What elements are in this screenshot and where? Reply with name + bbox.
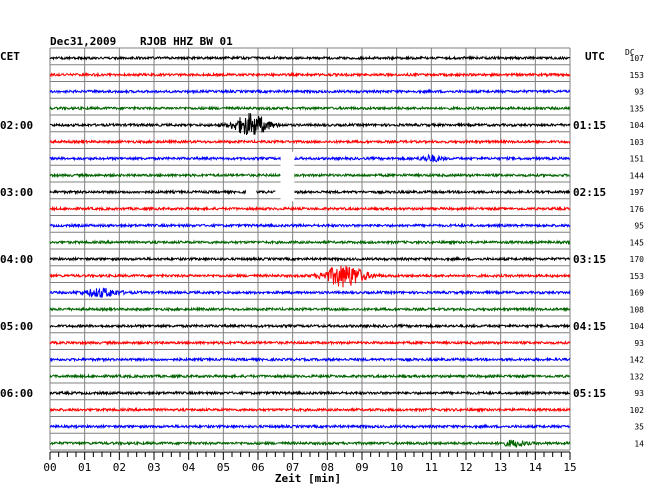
dc-offset-value: 14: [634, 439, 644, 448]
seismic-trace: [49, 71, 571, 78]
dc-offset-value: 145: [630, 238, 645, 247]
dc-offset-labels: 107 153 93 135 104 103 151 144 197 176 95 145 170 153…: [630, 54, 645, 448]
seismic-trace: [49, 205, 571, 212]
dc-offset-value: 151: [630, 155, 645, 164]
right-time-label: 03:15: [573, 253, 606, 266]
x-tick-label: 10: [390, 461, 403, 474]
gap-block: [280, 151, 295, 202]
seismic-trace: [49, 339, 571, 346]
dc-offset-value: 176: [630, 205, 645, 214]
x-tick-label: 08: [321, 461, 334, 474]
x-tick-label: 15: [563, 461, 576, 474]
dc-offset-value: 170: [630, 255, 645, 264]
seismic-trace: [49, 356, 571, 363]
seismic-trace: [49, 439, 571, 448]
seismic-trace: [49, 222, 571, 229]
seismic-trace: [49, 423, 571, 430]
dc-header-label: DC: [625, 48, 635, 57]
left-time-label: 04:00: [0, 253, 33, 266]
x-tick-label: 07: [286, 461, 299, 474]
dc-offset-value: 93: [634, 389, 644, 398]
dc-offset-value: 197: [630, 188, 645, 197]
dc-offset-value: 153: [630, 272, 645, 281]
dc-offset-value: 169: [630, 289, 645, 298]
dc-offset-value: 93: [634, 88, 644, 97]
left-timezone-label: CET: [0, 50, 20, 63]
x-tick-label: 13: [494, 461, 507, 474]
seismic-trace: [49, 113, 571, 136]
x-axis: 00 01 02 03 04 05 06 07 08 09 10 11 12 13 14 15: [43, 451, 577, 474]
dc-offset-value: 104: [630, 322, 645, 331]
seismic-trace: [49, 138, 571, 145]
right-time-labels: 01:15 02:15 03:15 04:15 05:15: [573, 119, 606, 400]
left-time-labels: 02:00 03:00 04:00 05:00 06:00: [0, 119, 33, 400]
seismic-trace: [49, 153, 571, 163]
x-tick-label: 05: [217, 461, 230, 474]
seismic-trace: [49, 287, 571, 298]
seismic-trace: [49, 105, 571, 112]
dc-offset-value: 135: [630, 104, 645, 113]
seismic-trace: [49, 188, 571, 196]
right-timezone-label: UTC: [585, 50, 605, 63]
trace-gap: [245, 188, 257, 196]
seismic-trace: [49, 172, 571, 179]
dc-offset-value: 108: [630, 305, 645, 314]
dc-offset-value: 107: [630, 54, 645, 63]
dc-offset-value: 95: [634, 222, 644, 231]
right-time-label: 04:15: [573, 320, 606, 333]
x-tick-label: 02: [113, 461, 126, 474]
dc-offset-value: 35: [634, 423, 644, 432]
right-time-label: 01:15: [573, 119, 606, 132]
left-time-label: 06:00: [0, 387, 33, 400]
header-date: Dec31,2009: [50, 35, 116, 48]
seismic-trace: [49, 265, 571, 288]
dc-offset-value: 132: [630, 372, 645, 381]
x-tick-label: 01: [78, 461, 91, 474]
trace-layer: [49, 54, 571, 448]
seismic-trace: [49, 322, 571, 330]
x-tick-label: 14: [529, 461, 543, 474]
seismic-trace: [49, 239, 571, 246]
dc-offset-value: 142: [630, 356, 645, 365]
seismic-trace: [49, 389, 571, 397]
dc-offset-value: 153: [630, 71, 645, 80]
data-gaps: [245, 151, 295, 202]
seismic-trace: [49, 88, 571, 95]
dc-offset-value: 104: [630, 121, 645, 130]
x-tick-label: 11: [425, 461, 438, 474]
x-tick-label: 12: [459, 461, 472, 474]
left-time-label: 05:00: [0, 320, 33, 333]
seismic-trace: [49, 306, 571, 313]
grid-lines: [49, 47, 571, 451]
left-time-label: 02:00: [0, 119, 33, 132]
right-time-label: 05:15: [573, 387, 606, 400]
x-tick-label: 00: [43, 461, 56, 474]
dc-offset-value: 102: [630, 406, 645, 415]
seismic-trace: [49, 406, 571, 413]
seismic-trace: [49, 373, 571, 380]
x-tick-label: 06: [251, 461, 264, 474]
left-time-label: 03:00: [0, 186, 33, 199]
seismic-trace: [49, 255, 571, 263]
x-tick-label: 03: [147, 461, 160, 474]
seismic-trace: [49, 54, 571, 62]
x-tick-label: 09: [355, 461, 368, 474]
x-axis-title: Zeit [min]: [275, 472, 341, 485]
dc-offset-value: 144: [630, 171, 645, 180]
dc-offset-value: 93: [634, 339, 644, 348]
x-tick-label: 04: [182, 461, 196, 474]
dc-offset-value: 103: [630, 138, 645, 147]
right-time-label: 02:15: [573, 186, 606, 199]
header-station: RJOB HHZ BW 01: [140, 35, 233, 48]
